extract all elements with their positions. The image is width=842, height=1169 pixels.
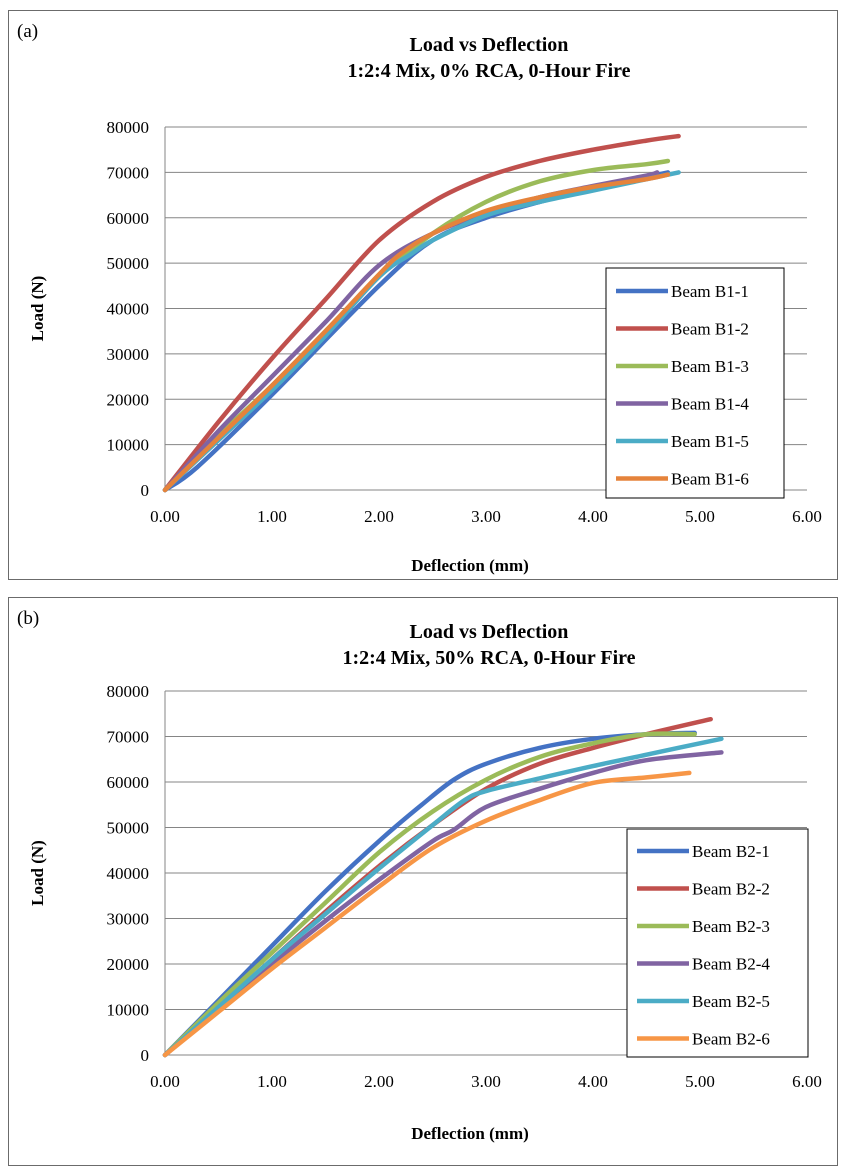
- legend-entry: Beam B2-4: [692, 955, 770, 974]
- legend-entry: Beam B1-6: [671, 470, 749, 489]
- y-tick-label: 20000: [107, 390, 150, 409]
- legend-box: [626, 828, 809, 1058]
- panel-label: (a): [17, 21, 38, 42]
- y-tick-label: 20000: [107, 955, 150, 974]
- y-tick-label: 80000: [107, 118, 150, 137]
- legend-entry: Beam B2-5: [692, 992, 770, 1011]
- series-line-beam-b2-3: [162, 731, 697, 1058]
- legend-box: [605, 267, 785, 499]
- legend-entry: Beam B2-1: [692, 842, 770, 861]
- x-tick-label: 0.00: [150, 507, 180, 526]
- x-axis-label: Deflection (mm): [411, 556, 529, 575]
- chart-a: (a) Load vs Deflection 1:2:4 Mix, 0% RCA, …: [17, 21, 822, 575]
- legend-entry: Beam B1-3: [671, 357, 749, 376]
- x-tick-label: 5.00: [685, 507, 715, 526]
- y-tick-label: 50000: [107, 254, 150, 273]
- chart-panel-b: (b) Load vs Deflection 1:2:4 Mix, 50% RCA,…: [8, 597, 838, 1166]
- series-line-beam-b2-6: [162, 770, 692, 1058]
- x-tick-label: 4.00: [578, 507, 608, 526]
- series-line-beam-b1-6: [162, 172, 671, 493]
- chart-title: Load vs Deflection: [410, 34, 569, 56]
- legend-entry: Beam B1-1: [671, 282, 749, 301]
- y-tick-label: 60000: [107, 209, 150, 228]
- series-line-beam-b1-1: [162, 170, 671, 493]
- series-line-beam-b1-4: [162, 170, 660, 493]
- chart-panel-a: (a) Load vs Deflection 1:2:4 Mix, 0% RCA, …: [8, 10, 838, 580]
- y-tick-label: 60000: [107, 773, 150, 792]
- legend-entry: Beam B2-6: [692, 1030, 770, 1049]
- y-tick-label: 30000: [107, 345, 150, 364]
- y-tick-label: 10000: [107, 1001, 150, 1020]
- legend-entry: Beam B2-3: [692, 917, 770, 936]
- x-tick-label: 3.00: [471, 507, 501, 526]
- series-line-beam-b1-5: [162, 170, 681, 493]
- x-tick-label: 2.00: [364, 1072, 394, 1091]
- series-line-beam-b1-2: [162, 133, 681, 493]
- chart-subtitle: 1:2:4 Mix, 50% RCA, 0-Hour Fire: [342, 647, 635, 669]
- x-axis-label: Deflection (mm): [411, 1124, 529, 1143]
- y-tick-label: 40000: [107, 300, 150, 319]
- y-tick-label: 0: [141, 481, 150, 500]
- series-line-beam-b2-5: [162, 736, 724, 1058]
- x-tick-label: 3.00: [471, 1072, 501, 1091]
- y-tick-label: 70000: [107, 728, 150, 747]
- chart-title: Load vs Deflection: [410, 621, 569, 643]
- chart-b: (b) Load vs Deflection 1:2:4 Mix, 50% RCA,…: [17, 608, 822, 1143]
- y-tick-label: 0: [141, 1046, 150, 1065]
- x-tick-label: 6.00: [792, 507, 822, 526]
- legend-entry: Beam B1-5: [671, 432, 749, 451]
- x-tick-label: 2.00: [364, 507, 394, 526]
- legend-entry: Beam B1-2: [671, 320, 749, 339]
- series-line-beam-b2-1: [162, 730, 697, 1058]
- x-tick-label: 4.00: [578, 1072, 608, 1091]
- y-tick-label: 40000: [107, 864, 150, 883]
- chart-subtitle: 1:2:4 Mix, 0% RCA, 0-Hour Fire: [347, 60, 630, 82]
- series-line-beam-b2-4: [162, 750, 724, 1058]
- x-tick-label: 5.00: [685, 1072, 715, 1091]
- panel-label: (b): [17, 608, 39, 629]
- y-tick-label: 80000: [107, 682, 150, 701]
- y-tick-label: 10000: [107, 436, 150, 455]
- y-axis-label: Load (N): [28, 276, 47, 342]
- x-tick-label: 1.00: [257, 507, 287, 526]
- y-axis-label: Load (N): [28, 840, 47, 906]
- legend-entry: Beam B1-4: [671, 395, 749, 414]
- x-tick-label: 6.00: [792, 1072, 822, 1091]
- y-tick-label: 30000: [107, 910, 150, 929]
- y-tick-label: 70000: [107, 163, 150, 182]
- x-tick-label: 1.00: [257, 1072, 287, 1091]
- y-tick-label: 50000: [107, 819, 150, 838]
- legend-entry: Beam B2-2: [692, 880, 770, 899]
- x-tick-label: 0.00: [150, 1072, 180, 1091]
